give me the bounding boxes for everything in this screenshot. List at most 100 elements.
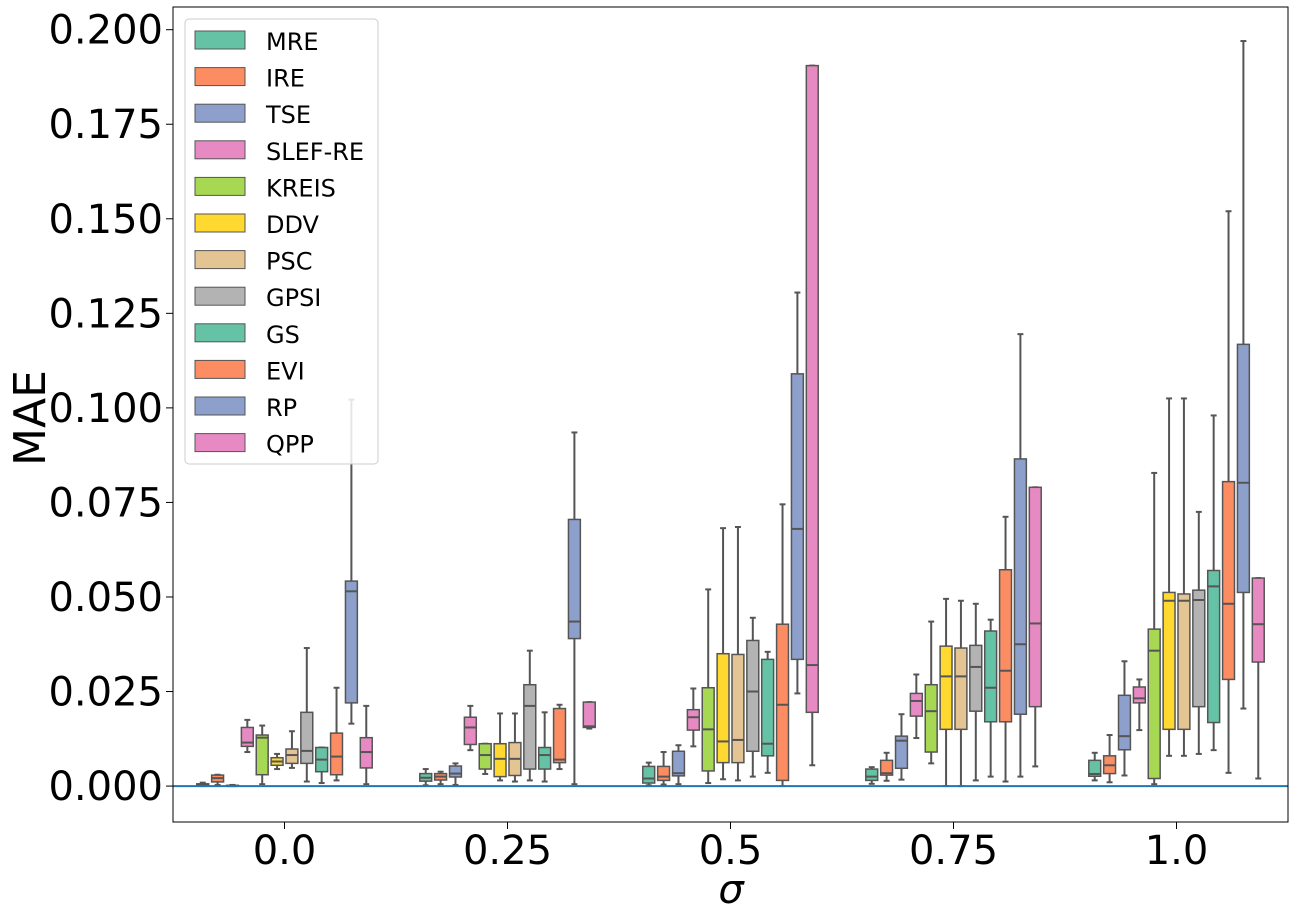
- box: [894, 735, 909, 770]
- legend-swatch: [194, 103, 246, 123]
- box: [760, 658, 775, 757]
- legend-label: SLEF-RE: [266, 138, 364, 166]
- legend-frame: [184, 18, 379, 465]
- y-tick-label: 0.025: [48, 670, 163, 716]
- y-tick-label: 0.000: [48, 764, 163, 810]
- box: [344, 580, 359, 704]
- box: [879, 759, 894, 776]
- y-tick-label: 0.050: [48, 575, 163, 621]
- box: [1013, 458, 1028, 715]
- plot-frame: [172, 6, 1289, 823]
- box: [671, 750, 686, 777]
- box: [983, 630, 998, 723]
- box: [642, 765, 656, 784]
- box: [1177, 593, 1191, 731]
- legend: MRE IRE TSE SLEF-RE KREIS DDV PSC GPSI GS EVI RP QP…: [184, 18, 379, 465]
- box: [1192, 589, 1206, 708]
- box: [1132, 686, 1147, 704]
- series-ddv: [270, 397, 1176, 788]
- y-tick-label: 0.100: [48, 386, 163, 432]
- box: [255, 734, 269, 776]
- series-rp: [344, 40, 1251, 786]
- box: [567, 518, 582, 640]
- x-tick-label: 1.0: [1145, 828, 1209, 874]
- series-gs: [314, 414, 1221, 785]
- box: [493, 742, 507, 778]
- legend-label: MRE: [266, 28, 319, 56]
- legend-swatch: [194, 30, 246, 50]
- legend-swatch: [194, 250, 246, 270]
- legend-swatch: [194, 323, 246, 343]
- box: [329, 732, 344, 776]
- legend-label: TSE: [265, 101, 311, 129]
- legend-label: QPP: [266, 431, 314, 459]
- box: [746, 639, 760, 753]
- box: [463, 716, 478, 746]
- legend-swatch: [194, 176, 246, 196]
- box: [939, 645, 953, 731]
- box: [240, 726, 255, 748]
- box: [552, 707, 567, 764]
- box: [775, 623, 790, 782]
- box: [300, 711, 314, 765]
- box: [1251, 577, 1265, 663]
- box: [998, 568, 1013, 723]
- series-gpsi: [300, 510, 1206, 783]
- y-tick-label: 0.200: [48, 8, 163, 54]
- y-tick-label: 0.125: [48, 291, 163, 337]
- box: [805, 64, 819, 714]
- box: [969, 644, 983, 712]
- box: [448, 765, 463, 778]
- box: [523, 683, 537, 770]
- series-psc: [285, 397, 1191, 788]
- legend-swatch: [194, 213, 246, 233]
- series-evi: [329, 210, 1236, 788]
- box: [1028, 486, 1042, 708]
- legend-label: GS: [266, 321, 300, 349]
- plot-area: [173, 40, 1288, 788]
- legend-label: PSC: [266, 248, 312, 276]
- legend-swatch: [194, 396, 246, 416]
- legend-label: IRE: [266, 65, 305, 93]
- legend-swatch: [194, 140, 246, 160]
- box: [1206, 569, 1221, 724]
- box: [285, 748, 299, 765]
- y-tick-label: 0.175: [48, 102, 163, 148]
- box: [716, 652, 730, 764]
- box: [686, 708, 701, 731]
- box: [865, 768, 879, 782]
- legend-label: DDV: [266, 211, 320, 239]
- y-axis: 0.000 0.025 0.050 0.075 0.100 0.125 0.150 0.175…: [48, 8, 173, 810]
- legend-swatch: [194, 286, 246, 306]
- box: [1088, 759, 1102, 777]
- box: [478, 742, 492, 770]
- x-tick-label: 0.5: [699, 828, 763, 874]
- series-kreis: [255, 471, 1161, 786]
- box: [909, 692, 924, 717]
- box: [1162, 591, 1176, 731]
- x-tick-label: 0.25: [463, 828, 552, 874]
- box: [1236, 343, 1251, 594]
- y-tick-label: 0.075: [48, 480, 163, 526]
- box: [1147, 628, 1161, 780]
- box: [790, 373, 805, 661]
- legend-swatch: [194, 433, 246, 453]
- series-ire: [210, 734, 1117, 786]
- box: [954, 647, 968, 731]
- x-tick-label: 0.75: [909, 828, 998, 874]
- legend-swatch: [194, 67, 246, 87]
- y-axis-label: MAE: [5, 370, 56, 466]
- legend-label: RP: [266, 394, 297, 422]
- series-slef-re: [240, 673, 1147, 754]
- legend-swatch: [194, 359, 246, 379]
- box: [924, 683, 938, 753]
- legend-label: KREIS: [266, 174, 336, 202]
- series-qpp: [359, 64, 1265, 786]
- box: [1117, 694, 1132, 751]
- box: [537, 746, 552, 770]
- box: [656, 765, 671, 782]
- box: [731, 653, 745, 764]
- x-axis: 0.0 0.25 0.5 0.75 1.0: [253, 822, 1209, 874]
- y-tick-label: 0.150: [48, 197, 163, 243]
